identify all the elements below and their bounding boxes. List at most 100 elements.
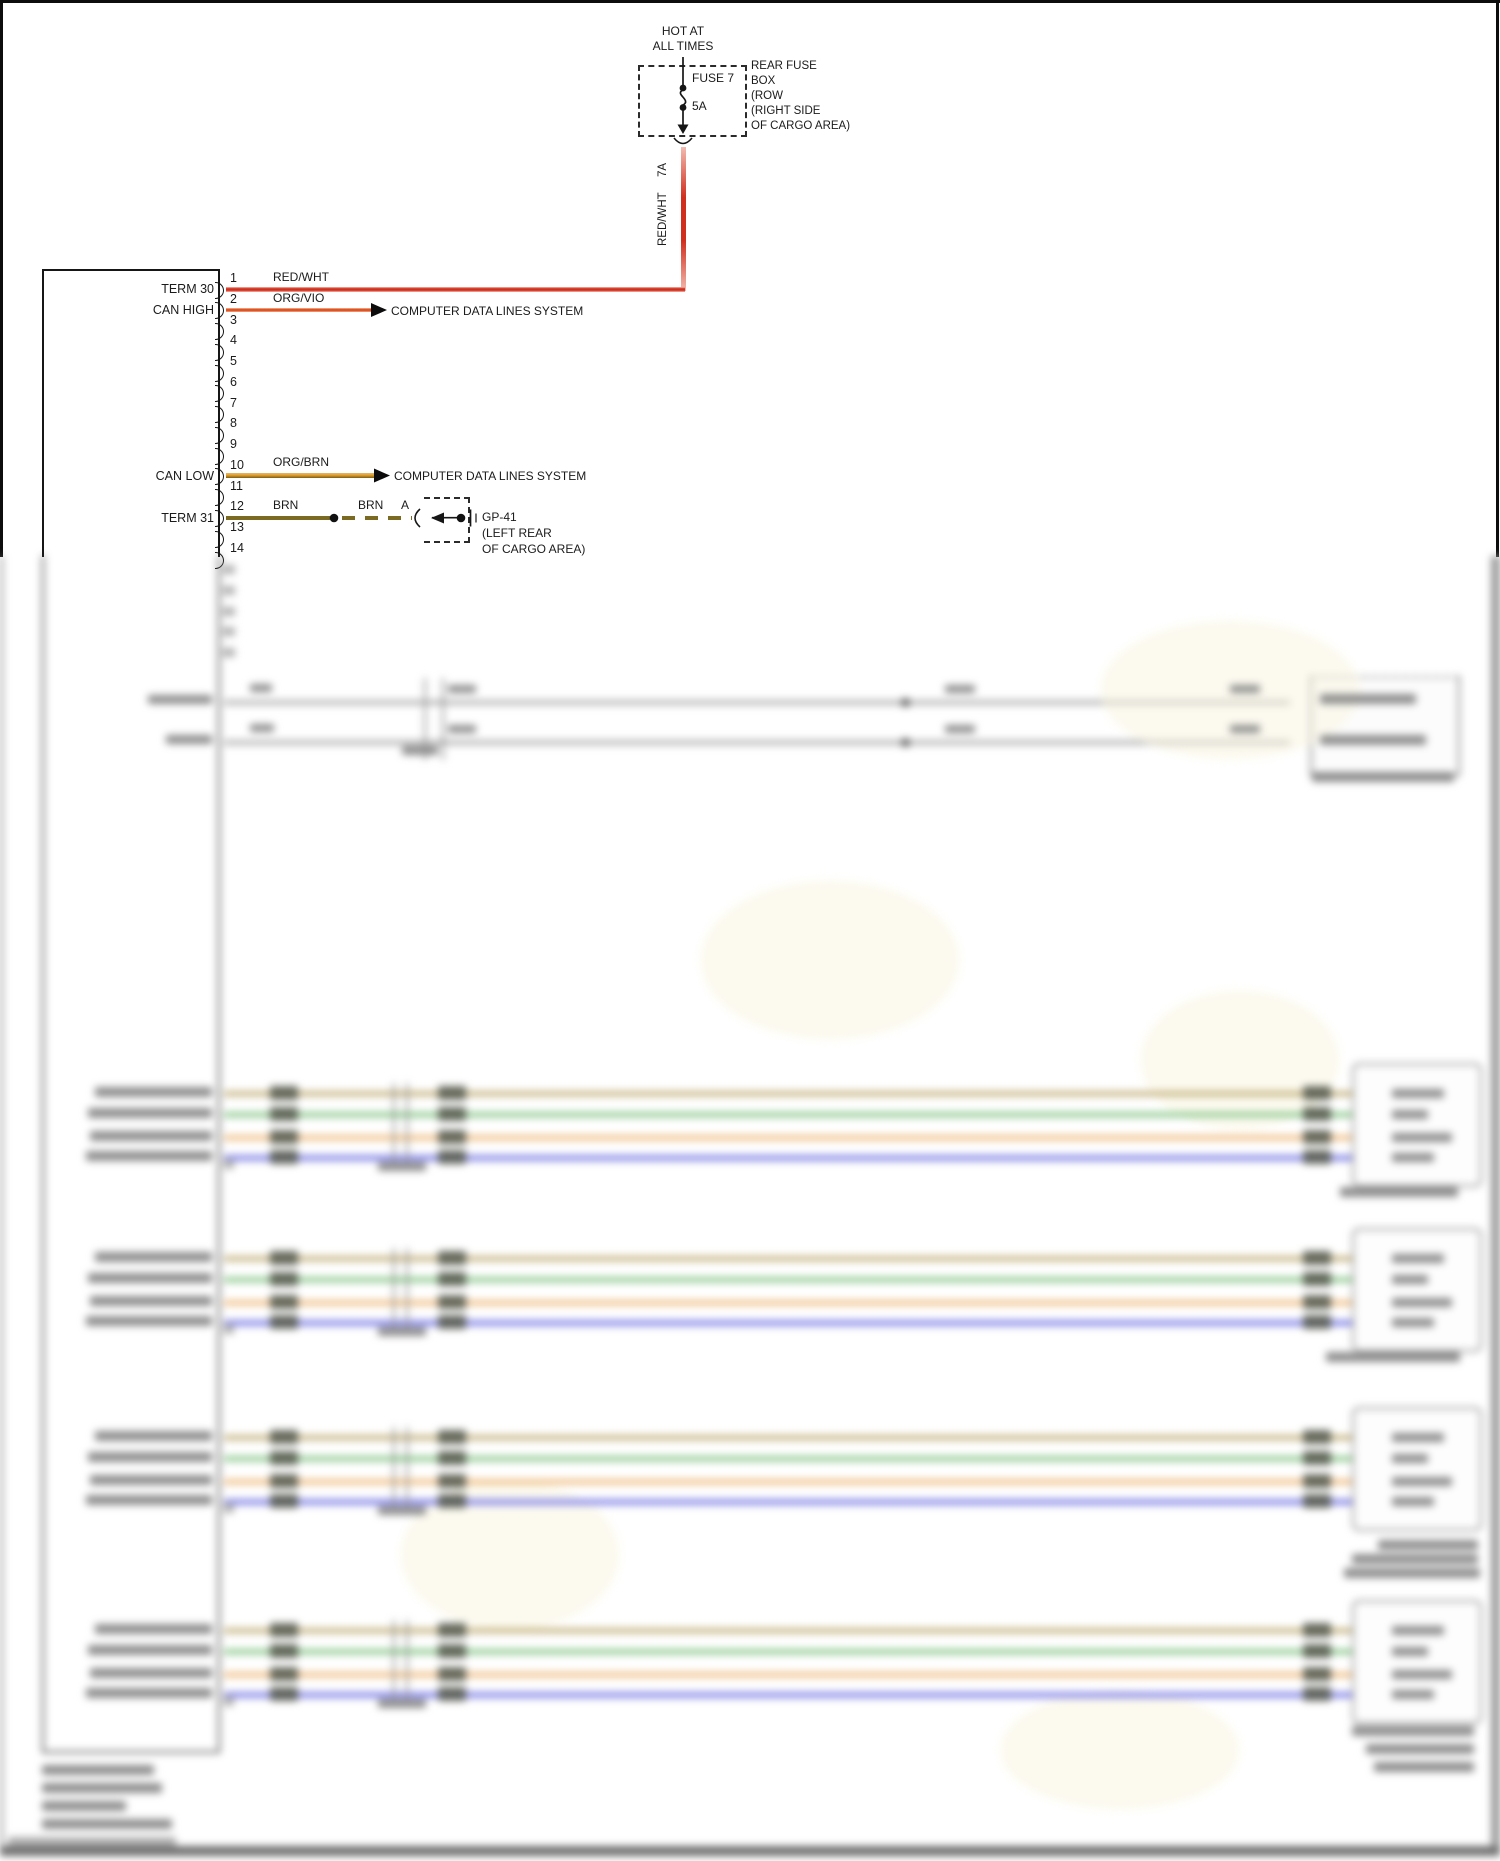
module-pin2-label: CAN HIGH: [152, 303, 214, 317]
inline-connector-line: [406, 1427, 408, 1509]
red-wht-wire-horizontal: [226, 287, 685, 292]
blurred-pin-label: [90, 1296, 212, 1306]
blurred-pin-label: [1392, 1626, 1444, 1635]
camera-wire-tan: [224, 1628, 1356, 1633]
blurred-pin-number: [223, 565, 235, 574]
blurred-pin-label: [1392, 1477, 1452, 1486]
blurred-connector-block: [438, 1687, 466, 1701]
fuse-terminal-dot: [679, 104, 687, 111]
camera-wire-orange: [224, 1135, 1356, 1140]
camera-destination-box: [1352, 1407, 1482, 1531]
blurred-label: [945, 685, 975, 693]
blurred-connector-block: [438, 1295, 466, 1309]
blurred-pin-label: [90, 1475, 212, 1485]
connector-pin-number: 11: [230, 478, 243, 493]
fuse-box-note-line: (ROW: [751, 90, 783, 102]
blurred-connector-block: [438, 1430, 466, 1444]
rear-fuse-box: [638, 65, 747, 137]
pin1-wire-color-label: RED/WHT: [273, 270, 329, 284]
inline-connector-line: [442, 678, 444, 760]
module-pin1-label: TERM 30: [161, 282, 214, 296]
blurred-connector-block: [270, 1451, 298, 1465]
blurred-label: [1320, 694, 1416, 704]
blurred-connector-block: [270, 1251, 298, 1265]
blurred-connector-block: [270, 1430, 298, 1444]
module-box-left-blurred: [42, 555, 44, 1753]
camera-wire-orange: [224, 1672, 1356, 1677]
inline-connector-line: [393, 1248, 395, 1330]
blurred-connector-block: [1303, 1272, 1331, 1286]
blurred-connector-block: [438, 1251, 466, 1265]
right-arrow-icon: [374, 468, 390, 483]
red-wht-wire-vertical: [681, 147, 686, 291]
blurred-connector-block: [438, 1623, 466, 1637]
inline-connector-line: [424, 678, 426, 760]
brn-ground-wire-dashed: [342, 515, 412, 520]
pin2-destination-label: COMPUTER DATA LINES SYSTEM: [391, 303, 584, 318]
blurred-pin-number: [223, 606, 235, 616]
blurred-label: [1230, 725, 1260, 733]
gray-wire-a: [224, 700, 1290, 705]
blurred-connector-block: [270, 1494, 298, 1508]
blurred-pin-label: [90, 1131, 212, 1141]
blurred-label: [1312, 772, 1454, 782]
page-border-top: [0, 0, 1500, 3]
connector-pin-number: 4: [230, 333, 237, 348]
blurred-connector-block: [1303, 1667, 1331, 1681]
camera-wire-blue: [224, 1692, 1356, 1698]
blurred-connector-block: [270, 1107, 298, 1121]
watermark-text-blurred: [8, 1837, 176, 1846]
blurred-connector-block: [270, 1644, 298, 1658]
blurred-connector-block: [1303, 1130, 1331, 1144]
camera-wire-green: [224, 1277, 1356, 1282]
brn-ground-wire: [226, 515, 330, 520]
blurred-connector-block: [438, 1451, 466, 1465]
module-box-right-blurred: [218, 555, 220, 1753]
power-source-line2: ALL TIMES: [652, 39, 714, 53]
blurred-pin-label: [95, 1087, 212, 1097]
connector-pin-number: 8: [230, 416, 237, 431]
blurred-connector-block: [1303, 1474, 1331, 1488]
splice-dot-blurred: [901, 738, 910, 747]
artifact-blob: [700, 880, 960, 1040]
left-arrow-icon: [431, 512, 444, 524]
pin2-wire-color-label: ORG/VIO: [273, 291, 325, 305]
blurred-pin-label: [1392, 1153, 1434, 1162]
blurred-box-caption: [1344, 1568, 1480, 1578]
blurred-label: [250, 724, 274, 732]
camera-destination-box: [1352, 1228, 1482, 1352]
fuse-box-note-line: (RIGHT SIDE: [751, 105, 821, 117]
ground-location-line2: OF CARGO AREA): [482, 542, 586, 556]
down-arrow-icon: [677, 124, 689, 134]
blurred-pin-number: [223, 585, 235, 595]
blurred-pin-label: [1392, 1433, 1444, 1442]
blurred-connector-block: [1303, 1150, 1331, 1164]
camera-destination-box: [1352, 1600, 1482, 1724]
blurred-connector-block: [1303, 1251, 1331, 1265]
module-caption-line: [42, 1765, 154, 1775]
blurred-connector-name: [378, 1699, 426, 1708]
connector-pin-number: 2: [230, 291, 237, 306]
camera-wire-orange: [224, 1300, 1356, 1305]
splice-dot-blurred: [901, 698, 910, 707]
fuse-box-note-line: OF CARGO AREA): [751, 120, 851, 132]
blurred-connector-block: [1303, 1644, 1331, 1658]
inline-connector-line: [406, 1248, 408, 1330]
fuse-element-icon: [679, 89, 687, 106]
blurred-box-caption: [1378, 1540, 1478, 1550]
blurred-connector-block: [1303, 1107, 1331, 1121]
blurred-connector-block: [270, 1667, 298, 1681]
page-border-left-blurred: [0, 556, 3, 1856]
connector-pin-number: 14: [230, 541, 244, 555]
blurred-connector-block: [1303, 1295, 1331, 1309]
blurred-pin-label: [95, 1252, 212, 1262]
blurred-connector-block: [1303, 1430, 1331, 1444]
blurred-connector-block: [1303, 1623, 1331, 1637]
blurred-pin-label: [1392, 1647, 1428, 1656]
blurred-pin-label: [1392, 1318, 1434, 1327]
blurred-connector-block: [438, 1107, 466, 1121]
artifact-blob: [400, 1480, 620, 1630]
blurred-pin-label: [88, 1108, 212, 1118]
